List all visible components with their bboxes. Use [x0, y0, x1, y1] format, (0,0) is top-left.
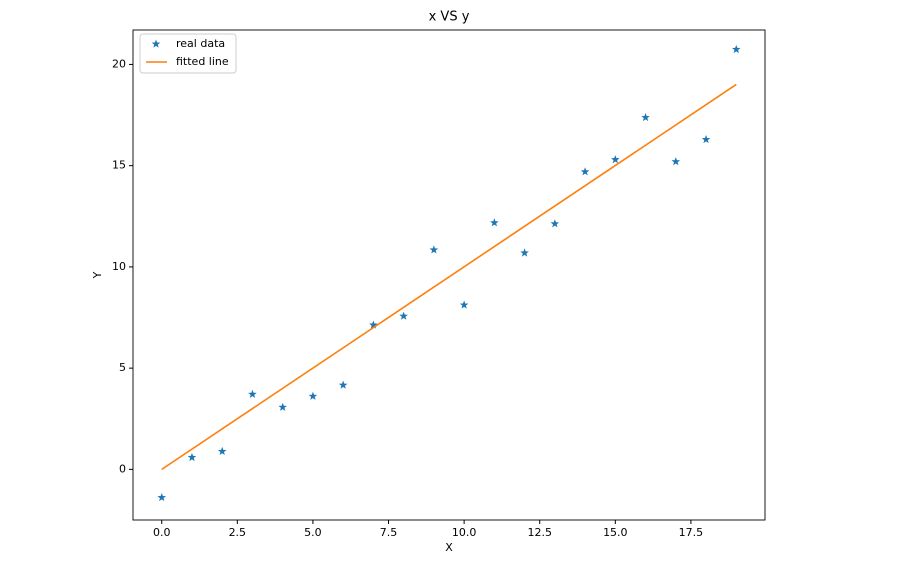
- x-tick-label: 15.0: [603, 526, 628, 539]
- x-tick-label: 17.5: [679, 526, 704, 539]
- y-tick-label: 10: [112, 260, 126, 273]
- data-point: [338, 380, 348, 389]
- y-axis-label: Y: [91, 271, 104, 279]
- data-point: [520, 248, 529, 257]
- data-point: [399, 311, 408, 320]
- plot-frame: [132, 29, 766, 521]
- data-point: [611, 155, 620, 164]
- data-point: [278, 402, 287, 411]
- y-tick-label: 0: [119, 462, 126, 475]
- x-tick-label: 7.5: [380, 526, 398, 539]
- x-axis-label: X: [445, 541, 453, 554]
- data-point: [701, 135, 711, 144]
- x-tick-label: 5.0: [304, 526, 322, 539]
- data-point: [369, 320, 378, 329]
- fitted-line: [161, 83, 737, 471]
- y-tick-label: 5: [119, 361, 126, 374]
- y-tick-label: 20: [112, 57, 126, 70]
- legend-label: real data: [176, 37, 225, 50]
- data-point: [429, 245, 439, 254]
- y-tick-label: 15: [112, 159, 126, 172]
- data-point: [187, 452, 197, 462]
- data-point: [248, 389, 257, 398]
- x-tick-label: 12.5: [527, 526, 552, 539]
- data-point: [459, 300, 469, 309]
- x-tick-label: 2.5: [229, 526, 247, 539]
- data-point: [217, 446, 227, 455]
- data-point: [550, 219, 560, 228]
- x-tick-label: 10.0: [452, 526, 477, 539]
- data-point: [671, 157, 681, 166]
- data-point: [641, 112, 650, 122]
- data-point: [308, 391, 318, 400]
- data-point: [490, 218, 499, 227]
- x-tick-label: 0.0: [153, 526, 171, 539]
- chart-title: x VS y: [429, 10, 470, 25]
- data-point: [580, 167, 590, 176]
- legend-box: [139, 33, 237, 74]
- legend-marker: [151, 39, 161, 48]
- data-point: [157, 493, 167, 502]
- data-point: [731, 44, 741, 54]
- legend-label: fitted line: [176, 55, 229, 68]
